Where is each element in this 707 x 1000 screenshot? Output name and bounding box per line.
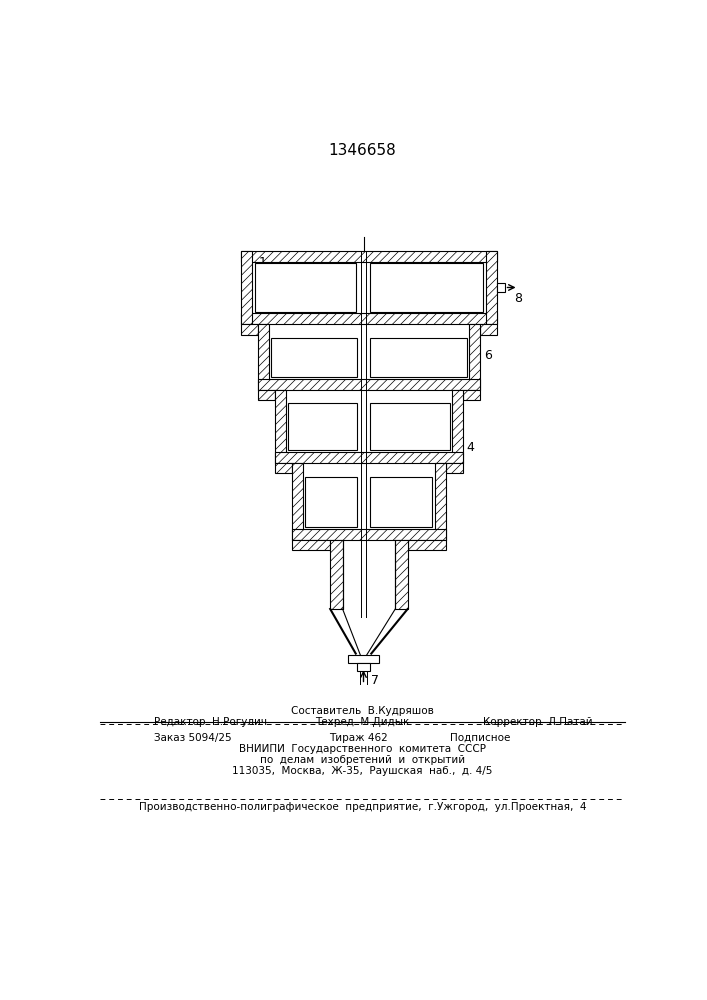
Bar [258, 324, 269, 389]
Bar [452, 389, 462, 463]
Bar [348, 655, 379, 663]
Bar [241, 251, 497, 262]
Bar [480, 324, 497, 335]
Bar [445, 463, 462, 473]
Bar [469, 324, 480, 389]
Bar [241, 313, 497, 324]
Bar [497, 283, 505, 292]
Bar [408, 540, 445, 550]
Text: 1: 1 [259, 256, 267, 269]
Text: Корректор  Л.Патай: Корректор Л.Патай [483, 717, 592, 727]
Bar [370, 263, 483, 312]
Text: Заказ 5094/25: Заказ 5094/25 [154, 733, 232, 743]
Text: Производственно-полиграфическое  предприятие,  г.Ужгород,  ул.Проектная,  4: Производственно-полиграфическое предприя… [139, 802, 586, 812]
Bar [275, 463, 292, 473]
Bar [357, 663, 370, 671]
Text: 2: 2 [383, 344, 391, 358]
Text: Техред  М.Дидык: Техред М.Дидык [315, 717, 409, 727]
Bar [462, 389, 480, 400]
Text: по  делам  изобретений  и  открытий: по делам изобретений и открытий [259, 755, 465, 765]
Text: 8: 8 [514, 292, 522, 305]
Text: 4: 4 [467, 441, 474, 454]
Bar [305, 477, 356, 527]
Bar [435, 463, 445, 540]
Bar [330, 540, 343, 609]
Text: Редактор  Н.Рогулич: Редактор Н.Рогулич [154, 717, 267, 727]
Bar [255, 263, 356, 312]
Bar [241, 324, 258, 335]
Text: 6: 6 [484, 349, 491, 362]
Text: 1346658: 1346658 [329, 143, 396, 158]
Bar [288, 403, 356, 450]
Bar [258, 389, 275, 400]
Bar [370, 477, 433, 527]
Bar [395, 540, 408, 609]
Bar [292, 540, 330, 550]
Bar [486, 251, 497, 324]
Bar [292, 463, 303, 540]
Bar [258, 379, 480, 389]
Text: Тираж 462: Тираж 462 [329, 733, 388, 743]
Text: 113035,  Москва,  Ж-35,  Раушская  наб.,  д. 4/5: 113035, Москва, Ж-35, Раушская наб., д. … [232, 766, 493, 776]
Bar [292, 529, 445, 540]
Bar [275, 389, 286, 463]
Text: 5: 5 [375, 365, 383, 378]
Bar [241, 251, 252, 324]
Text: 7: 7 [371, 674, 379, 687]
Text: 3: 3 [373, 425, 380, 438]
Text: Составитель  В.Кудряшов: Составитель В.Кудряшов [291, 706, 434, 716]
Bar [370, 338, 467, 377]
Bar [275, 452, 462, 463]
Bar [370, 403, 450, 450]
Text: Подписное: Подписное [450, 733, 510, 743]
Text: ВНИИПИ  Государственного  комитета  СССР: ВНИИПИ Государственного комитета СССР [239, 744, 486, 754]
Bar [271, 338, 356, 377]
